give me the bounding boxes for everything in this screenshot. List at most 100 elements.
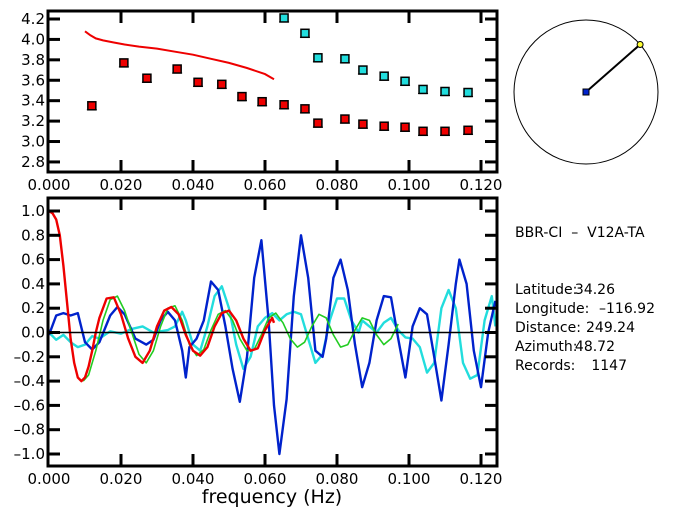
red-point (216, 79, 227, 90)
cyan-point (400, 76, 411, 87)
data-marker (313, 53, 323, 63)
data-marker (440, 86, 450, 97)
info-label: Longitude: (515, 301, 590, 317)
data-marker (193, 77, 203, 88)
info-label: Latitude: (515, 282, 578, 298)
red-point (357, 119, 368, 129)
data-marker (340, 54, 350, 64)
cyan-point (440, 86, 450, 97)
data-marker (87, 101, 97, 111)
y-tick-label: –0.6 (14, 396, 45, 414)
x-tick-label: 0.120 (460, 470, 503, 488)
x-tick-label: 0.000 (28, 470, 71, 488)
data-marker (358, 119, 368, 129)
red-point (141, 73, 152, 83)
data-marker (340, 114, 350, 124)
azimuth-map (513, 19, 659, 165)
green-series-line (82, 295, 399, 382)
y-tick-label: 3.4 (21, 92, 45, 110)
info-label: Azimuth: (515, 339, 578, 355)
red-point (379, 121, 390, 131)
red-point (257, 96, 268, 107)
y-tick-label: –0.8 (14, 421, 45, 439)
info-row-latitude: Latitude: 34.26 (515, 281, 615, 300)
data-marker (358, 65, 368, 75)
station-info-panel: BBR-CI – V12A-TA Latitude: 34.26 Longitude… (515, 186, 655, 395)
y-tick-label: 3.8 (21, 51, 45, 69)
info-label: Records: (515, 358, 576, 374)
red-point (172, 64, 183, 74)
y-tick-label: 0.6 (21, 251, 45, 269)
y-tick-label: 0.4 (21, 275, 45, 293)
data-marker (379, 71, 389, 81)
data-marker (237, 91, 247, 102)
data-marker (142, 73, 152, 83)
series-group (49, 210, 496, 456)
info-row-records: Records: 1147 (515, 357, 627, 376)
azimuth-line (585, 43, 641, 93)
info-value: –116.92 (599, 301, 655, 317)
info-value: 1147 (591, 358, 627, 374)
info-row-longitude: Longitude: –116.92 (515, 300, 655, 319)
red-point (463, 125, 474, 136)
x-tick-label: 0.040 (172, 470, 215, 488)
info-row-distance: Distance: 249.24 (515, 319, 635, 338)
y-tick-label: 0.8 (21, 226, 45, 244)
info-value: 34.26 (574, 282, 615, 298)
x-tick-label: 0.020 (100, 176, 143, 194)
y-tick-label: 3.2 (21, 112, 45, 130)
station-pair-title: BBR-CI – V12A-TA (515, 225, 645, 241)
data-marker (279, 13, 289, 23)
red-point (86, 101, 97, 111)
cyan-point (357, 65, 368, 75)
data-marker (172, 64, 182, 74)
y-tick-label: 3.6 (21, 71, 45, 89)
y-tick-label: –0.4 (14, 372, 45, 390)
cyan-point (379, 71, 390, 81)
data-marker (279, 100, 289, 110)
red-point (236, 91, 247, 102)
x-axis-title: frequency (Hz) (202, 486, 342, 508)
data-marker (463, 87, 473, 98)
data-marker (440, 126, 450, 137)
y-tick-label: –1.0 (14, 445, 45, 463)
group-velocity-plot: 0.000 0.020 0.040 0.060 0.080 0.100 0.120 2.8 3.… (21, 9, 503, 194)
correlation-spectrum-plot: 0.000 0.020 0.040 0.060 0.080 0.100 0.120 –1.0 –… (14, 196, 503, 508)
y-tick-label: 0.2 (21, 299, 45, 317)
x-tick-label: 0.080 (316, 176, 359, 194)
cyan-point (312, 53, 323, 63)
y-tick-label: 2.8 (21, 153, 45, 171)
y-tick-label: 4.0 (21, 30, 45, 48)
red-point (312, 118, 323, 128)
receiver-station-marker (636, 40, 644, 48)
cyan-point (339, 54, 350, 64)
data-marker (418, 84, 428, 95)
y-tick-label: 1.0 (21, 202, 45, 220)
y-tick-label: 4.2 (21, 10, 45, 28)
red-point (400, 122, 411, 132)
x-tick-label: 0.060 (244, 470, 287, 488)
data-marker (313, 118, 323, 128)
red-point (193, 77, 204, 88)
x-tick-label: 0.100 (388, 176, 431, 194)
azimuth-circle (513, 19, 659, 165)
x-tick-label: 0.120 (460, 176, 503, 194)
cyan-point (463, 87, 474, 98)
red-series-line (49, 210, 276, 383)
blue-series-line (49, 234, 496, 456)
info-value: 48.72 (574, 339, 615, 355)
y-tick-label: 3.0 (21, 133, 45, 151)
source-station-marker (582, 88, 590, 96)
x-tick-label: 0.040 (172, 176, 215, 194)
cyan-point (418, 84, 429, 95)
plot-frame (46, 9, 499, 174)
data-marker (300, 28, 310, 39)
cyan-point (299, 28, 310, 39)
x-tick-label: 0.000 (28, 176, 71, 194)
red-point (118, 58, 129, 68)
cyan-series-line (49, 285, 496, 380)
red-point (440, 126, 450, 137)
data-marker (400, 76, 410, 87)
x-tick-label: 0.100 (388, 470, 431, 488)
